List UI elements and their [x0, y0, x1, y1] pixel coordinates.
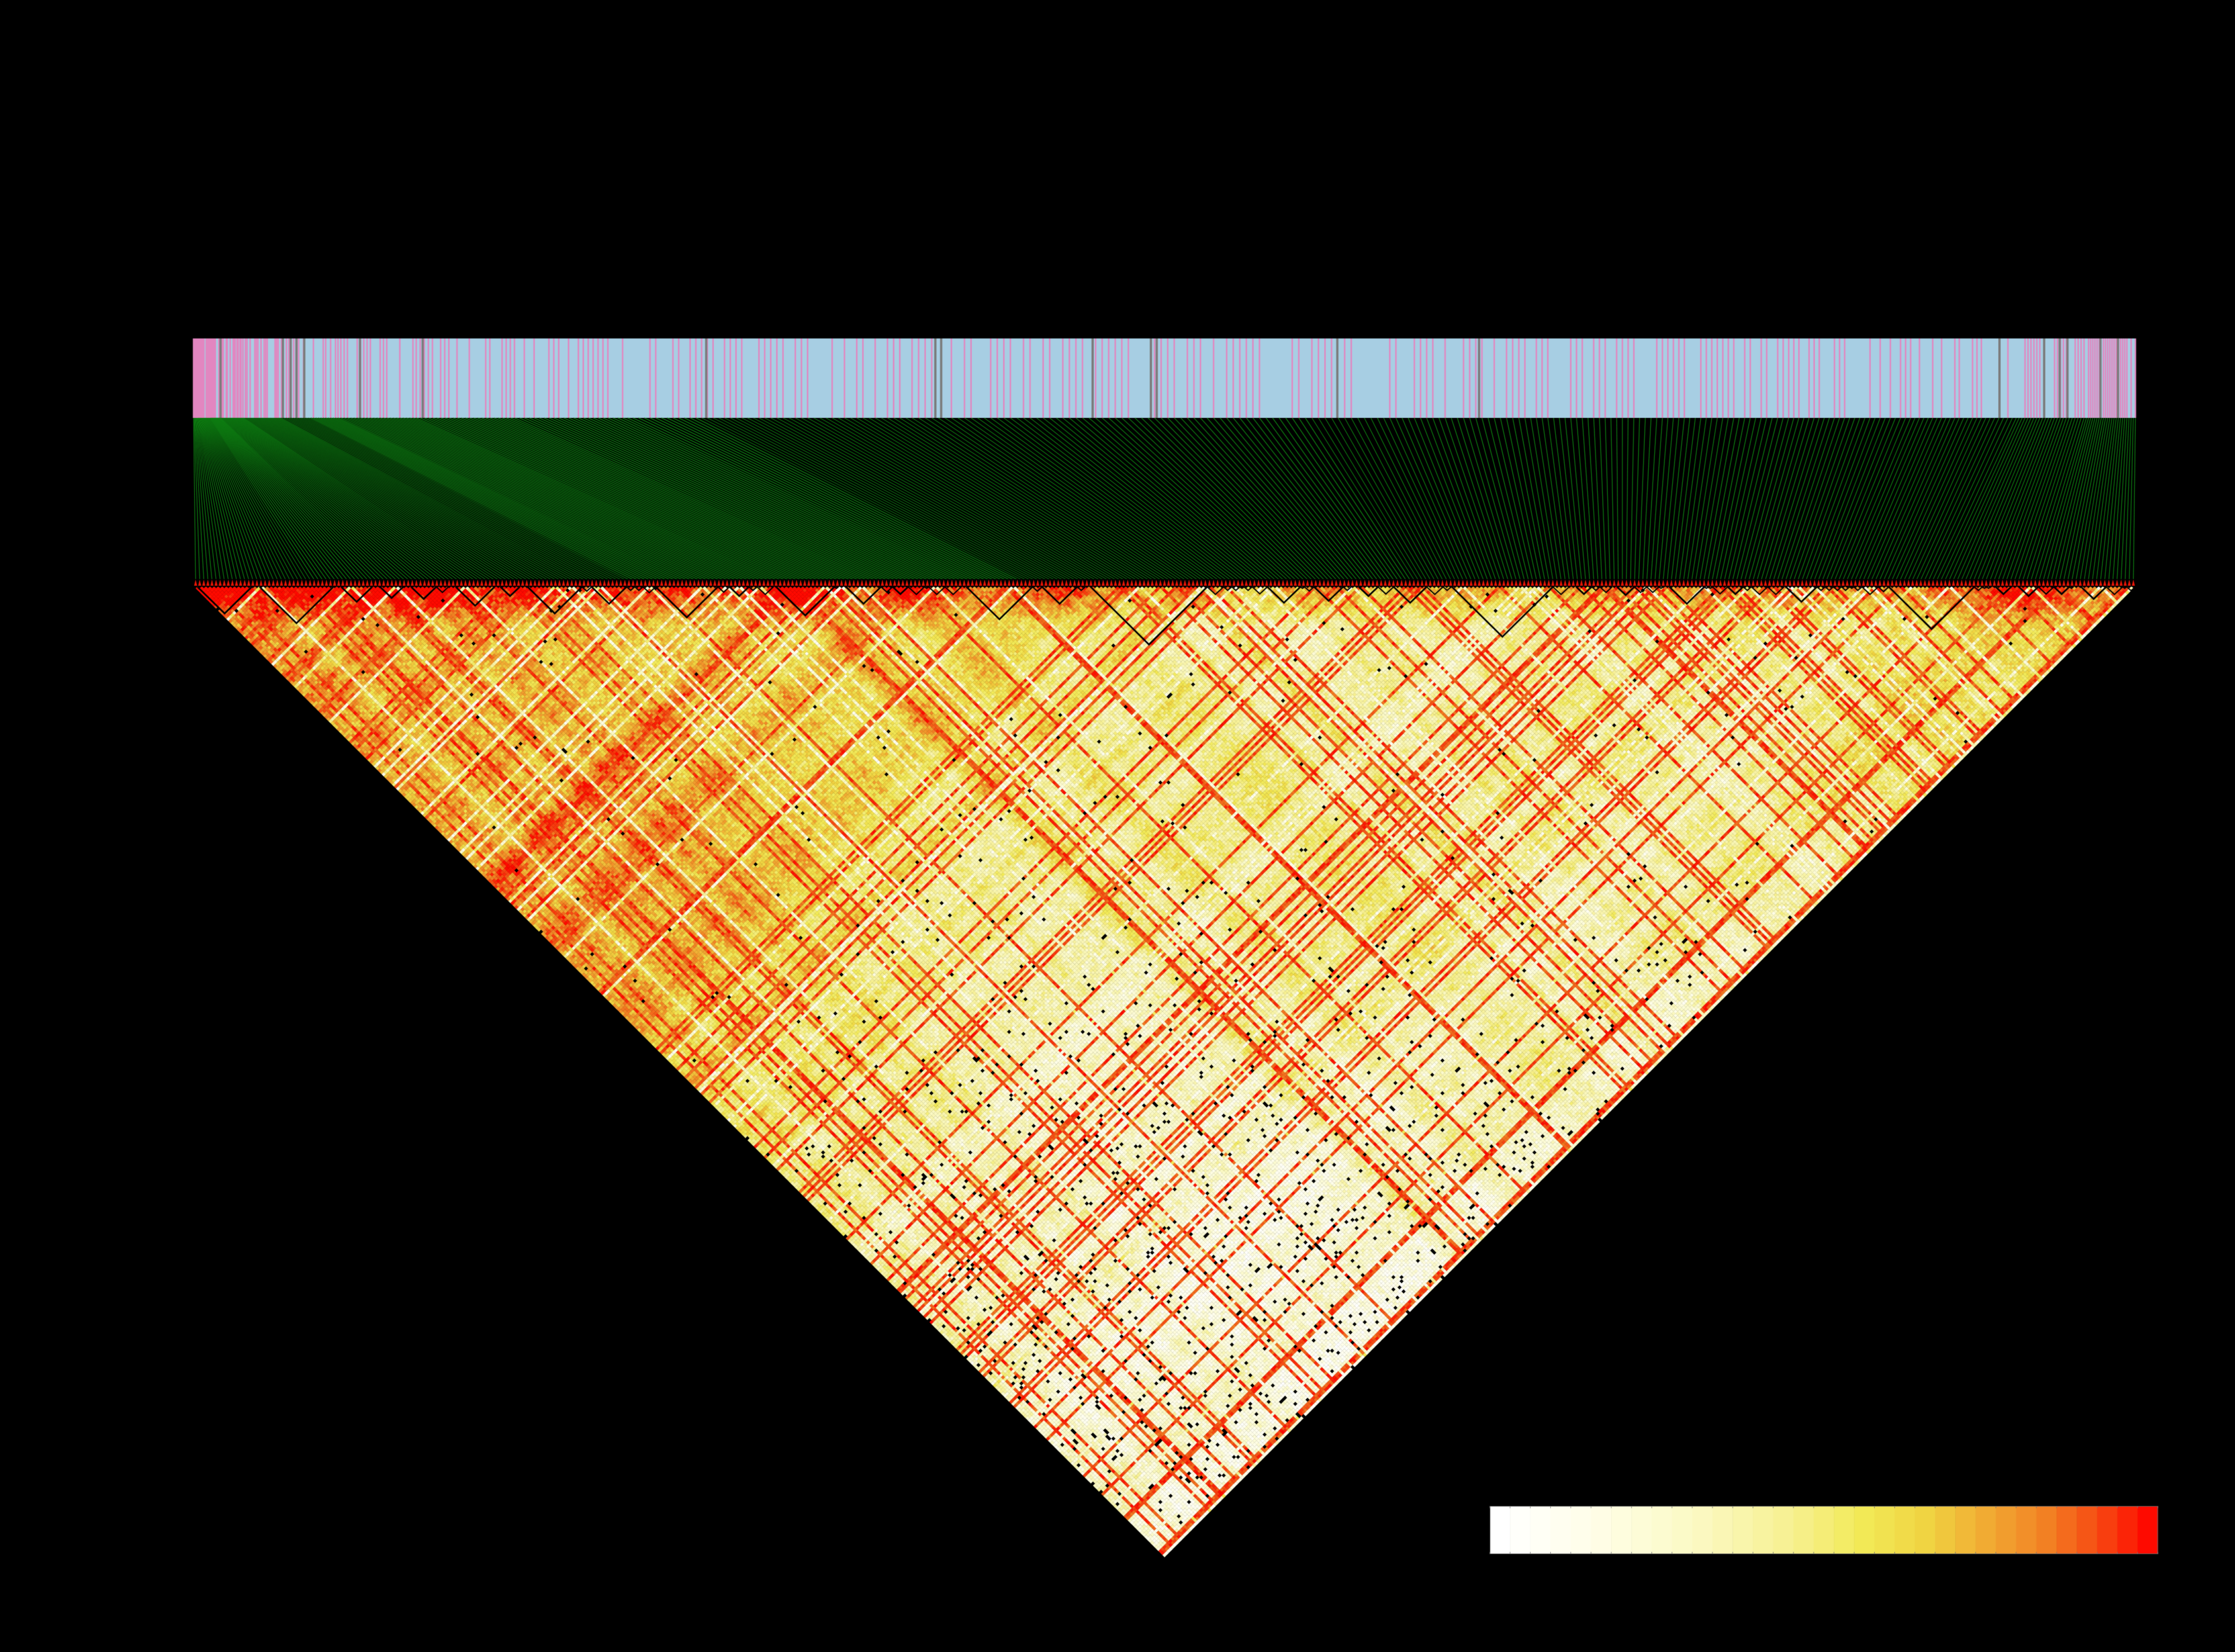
ld-plot-canvas [0, 0, 2235, 1652]
ld-plot-figure [0, 0, 2235, 1652]
